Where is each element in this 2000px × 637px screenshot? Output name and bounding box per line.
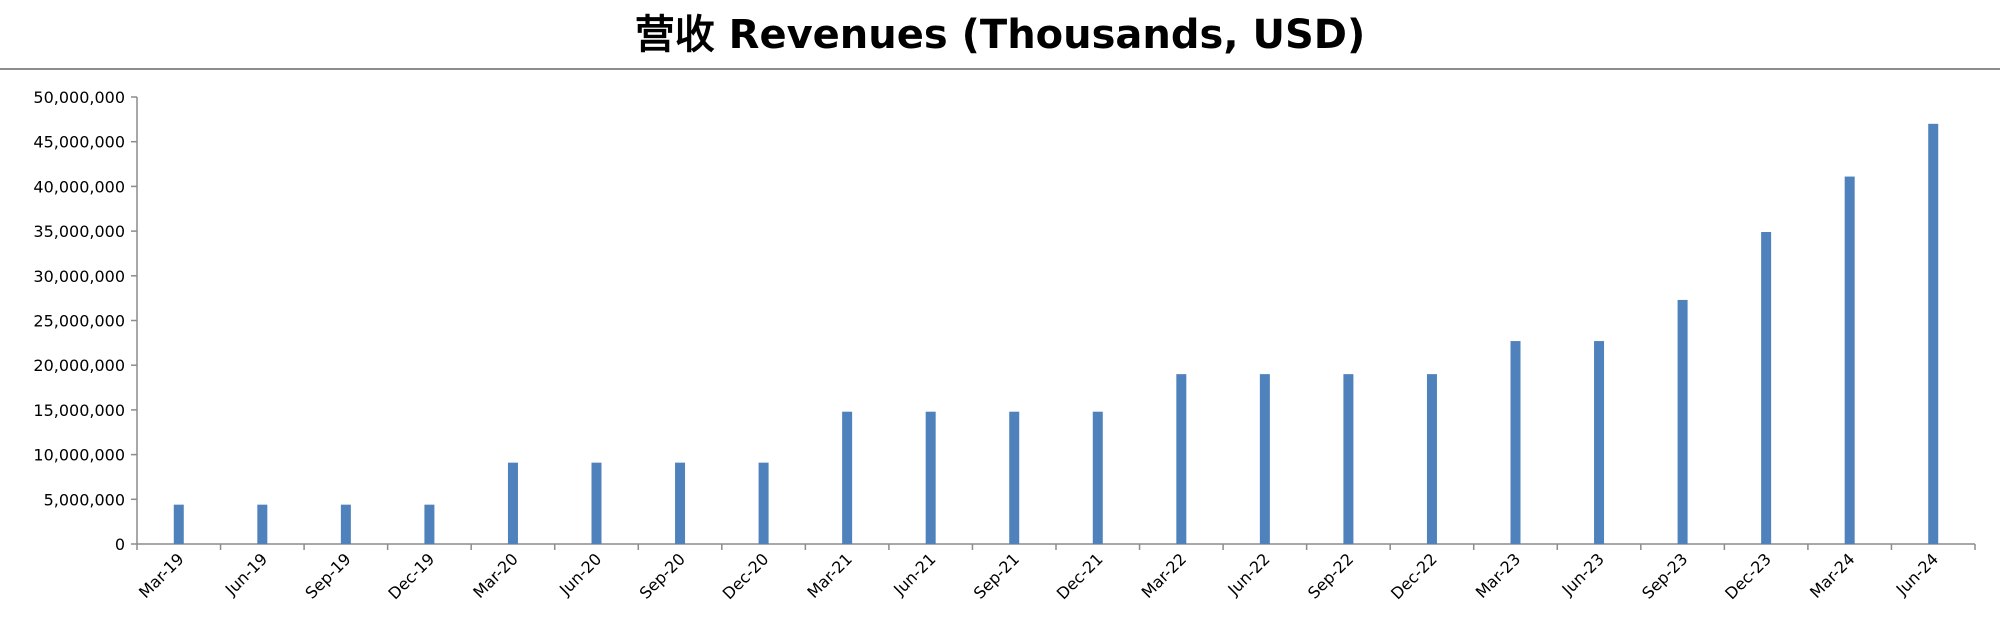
x-axis-ticks: Mar-19 Jun-19 Sep-19 Dec-19 Mar-20 Jun-20 Sep-…	[135, 544, 1976, 603]
x-tick-label: Dec-20	[719, 549, 773, 603]
bar-jun-21	[925, 411, 936, 544]
y-tick-label: 50,000,000	[33, 88, 125, 107]
y-tick-label: 45,000,000	[33, 133, 125, 152]
x-tick-label: Dec-22	[1387, 549, 1441, 603]
bar-sep-22	[1343, 374, 1354, 544]
x-tick-label: Dec-19	[384, 549, 438, 603]
bar-dec-23	[1761, 231, 1772, 544]
bar-mar-20	[507, 462, 518, 544]
bar-mar-24	[1844, 176, 1855, 545]
x-tick-label: Dec-23	[1721, 549, 1775, 603]
x-tick-label: Jun-23	[1558, 549, 1608, 599]
x-tick-label: Mar-21	[803, 549, 856, 602]
bar-jun-23	[1594, 341, 1605, 544]
x-tick-label: Dec-21	[1053, 549, 1107, 603]
y-tick-label: 30,000,000	[33, 267, 125, 286]
y-tick-label: 40,000,000	[33, 177, 125, 196]
y-tick-label: 0	[115, 535, 125, 554]
x-tick-label: Sep-21	[970, 549, 1023, 602]
bar-dec-22	[1426, 374, 1437, 544]
bar-dec-19	[424, 504, 435, 544]
x-tick-label: Jun-22	[1223, 549, 1273, 599]
x-tick-label: Mar-24	[1806, 549, 1859, 602]
x-tick-label: Mar-22	[1138, 549, 1191, 602]
x-tick-label: Mar-19	[135, 549, 188, 602]
bar-mar-21	[842, 411, 853, 544]
bar-jun-24	[1928, 123, 1939, 544]
x-tick-label: Sep-20	[636, 549, 689, 602]
bar-sep-21	[1009, 411, 1020, 544]
y-axis-ticks: 0 5,000,000 10,000,000 15,000,000 20,000,000…	[33, 88, 137, 554]
chart-title-bar: 营收 Revenues (Thousands, USD)	[0, 0, 2000, 70]
x-tick-label: Jun-24	[1892, 549, 1942, 599]
x-tick-label: Sep-22	[1304, 549, 1357, 602]
bar-mar-22	[1176, 374, 1187, 544]
bar-mar-23	[1510, 341, 1521, 544]
bars-group	[173, 123, 1939, 545]
bar-sep-23	[1677, 299, 1688, 544]
x-tick-label: Mar-20	[469, 549, 522, 602]
bar-jun-20	[591, 462, 602, 544]
x-tick-label: Sep-23	[1638, 549, 1691, 602]
chart-title: 营收 Revenues (Thousands, USD)	[634, 12, 1366, 58]
bar-dec-20	[758, 462, 769, 544]
bar-dec-21	[1092, 411, 1103, 544]
x-tick-label: Jun-21	[889, 549, 939, 599]
x-tick-label: Sep-19	[301, 549, 354, 602]
x-tick-label: Jun-19	[221, 549, 271, 599]
bar-sep-20	[675, 462, 686, 544]
bar-jun-22	[1259, 374, 1270, 544]
y-tick-label: 5,000,000	[44, 490, 125, 509]
y-tick-label: 15,000,000	[33, 401, 125, 420]
bar-sep-19	[340, 504, 351, 544]
y-tick-label: 35,000,000	[33, 222, 125, 241]
bar-jun-19	[257, 504, 268, 544]
y-tick-label: 25,000,000	[33, 312, 125, 331]
y-tick-label: 20,000,000	[33, 356, 125, 375]
x-tick-label: Jun-20	[555, 549, 605, 599]
bar-mar-19	[173, 504, 184, 544]
y-tick-label: 10,000,000	[33, 446, 125, 465]
x-tick-label: Mar-23	[1472, 549, 1525, 602]
